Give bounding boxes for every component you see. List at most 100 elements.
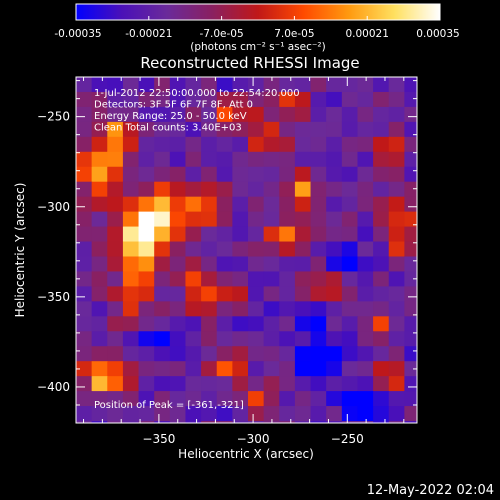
- heatmap-cell: [388, 361, 405, 377]
- heatmap-cell: [279, 316, 296, 332]
- heatmap-cell: [326, 301, 343, 317]
- heatmap-cell: [279, 166, 296, 183]
- heatmap-cell: [201, 241, 218, 258]
- heatmap-cell: [248, 361, 265, 377]
- heatmap-cell: [341, 301, 359, 317]
- heatmap-cell: [107, 151, 124, 168]
- heatmap-cell: [91, 331, 108, 347]
- heatmap-cell: [388, 151, 405, 168]
- heatmap-cell: [294, 151, 312, 168]
- heatmap-cell: [138, 241, 155, 258]
- heatmap-cell: [294, 256, 312, 273]
- heatmap-cell: [248, 406, 265, 422]
- heatmap-cell: [404, 286, 417, 302]
- heatmap-cell: [248, 316, 265, 332]
- heatmap-cell: [232, 286, 249, 302]
- heatmap-cell: [357, 166, 374, 183]
- heatmap-cell: [326, 331, 343, 347]
- heatmap-cell: [294, 376, 312, 392]
- heatmap-cell: [373, 166, 390, 183]
- heatmap-cell: [232, 121, 249, 138]
- heatmap-cell: [154, 286, 171, 302]
- heatmap-cell: [169, 196, 187, 213]
- heatmap-cell: [279, 376, 296, 392]
- heatmap-cell: [388, 166, 405, 183]
- heatmap-cell: [201, 196, 218, 213]
- heatmap-cell: [388, 391, 405, 407]
- colorbar-frame: [75, 3, 441, 21]
- heatmap-cell: [169, 91, 187, 108]
- heatmap-cell: [263, 226, 280, 243]
- heatmap-cell: [357, 421, 374, 423]
- heatmap-cell: [122, 256, 140, 273]
- heatmap-cell: [357, 151, 374, 168]
- heatmap-cell: [404, 211, 417, 228]
- heatmap-cell: [279, 196, 296, 213]
- heatmap-cell: [138, 106, 155, 123]
- heatmap-cell: [154, 211, 171, 228]
- heatmap-cell: [216, 181, 233, 198]
- heatmap-cell: [326, 91, 343, 108]
- heatmap-cell: [279, 77, 296, 93]
- heatmap-cell: [91, 346, 108, 362]
- heatmap-cell: [122, 91, 140, 108]
- heatmap-cell: [294, 211, 312, 228]
- footer-timestamp: 12-May-2022 02:04: [367, 483, 494, 498]
- heatmap-cell: [388, 241, 405, 258]
- heatmap-cell: [169, 106, 187, 123]
- heatmap-cell: [201, 151, 218, 168]
- x-axis: −350 −300 −250: [83, 77, 405, 446]
- heatmap-cell: [263, 91, 280, 108]
- chart-title: Reconstructed RHESSI Image: [140, 54, 359, 72]
- heatmap-cell: [154, 346, 171, 362]
- heatmap-cell: [388, 256, 405, 273]
- heatmap-cell: [310, 271, 327, 287]
- heatmap-cell: [310, 211, 327, 228]
- heatmap-cell: [404, 77, 417, 93]
- x-tick-label: −350: [142, 432, 175, 446]
- heatmap-cell: [248, 77, 265, 93]
- heatmap-cell: [310, 256, 327, 273]
- heatmap-cell: [263, 286, 280, 302]
- heatmap-cell: [357, 196, 374, 213]
- heatmap-cell: [341, 286, 359, 302]
- heatmap-cell: [248, 241, 265, 258]
- heatmap-cell: [201, 166, 218, 183]
- heatmap-cell: [76, 166, 93, 183]
- heatmap-cell: [107, 421, 124, 423]
- heatmap-cell: [310, 121, 327, 138]
- heatmap-cell: [76, 151, 93, 168]
- heatmap-cell: [404, 121, 417, 138]
- heatmap-cell: [154, 181, 171, 198]
- heatmap-cell: [279, 106, 296, 123]
- heatmap-cell: [76, 226, 93, 243]
- heatmap-cell: [263, 196, 280, 213]
- heatmap-cell: [107, 331, 124, 347]
- heatmap-cell: [76, 136, 93, 153]
- heatmap-cell: [388, 346, 405, 362]
- heatmap-cell: [279, 121, 296, 138]
- heatmap-cell: [326, 271, 343, 287]
- heatmap-cell: [185, 376, 202, 392]
- heatmap-cell: [326, 346, 343, 362]
- heatmap-cell: [91, 106, 108, 123]
- heatmap-cell: [373, 77, 390, 93]
- heatmap-cell: [279, 256, 296, 273]
- heatmap-cell: [216, 301, 233, 317]
- heatmap-cell: [310, 376, 327, 392]
- heatmap-cell: [216, 256, 233, 273]
- heatmap-cell: [404, 256, 417, 273]
- heatmap-cell: [122, 196, 140, 213]
- heatmap-cell: [138, 121, 155, 138]
- heatmap-cell: [294, 391, 312, 407]
- heatmap-cell: [373, 226, 390, 243]
- heatmap-cell: [404, 301, 417, 317]
- heatmap-cell: [357, 181, 374, 198]
- heatmap-cell: [248, 196, 265, 213]
- heatmap-cell: [357, 316, 374, 332]
- heatmap-cell: [341, 361, 359, 377]
- heatmap-cell: [294, 421, 312, 423]
- heatmap-cell: [373, 301, 390, 317]
- heatmap-cell: [138, 211, 155, 228]
- heatmap-cell: [263, 361, 280, 377]
